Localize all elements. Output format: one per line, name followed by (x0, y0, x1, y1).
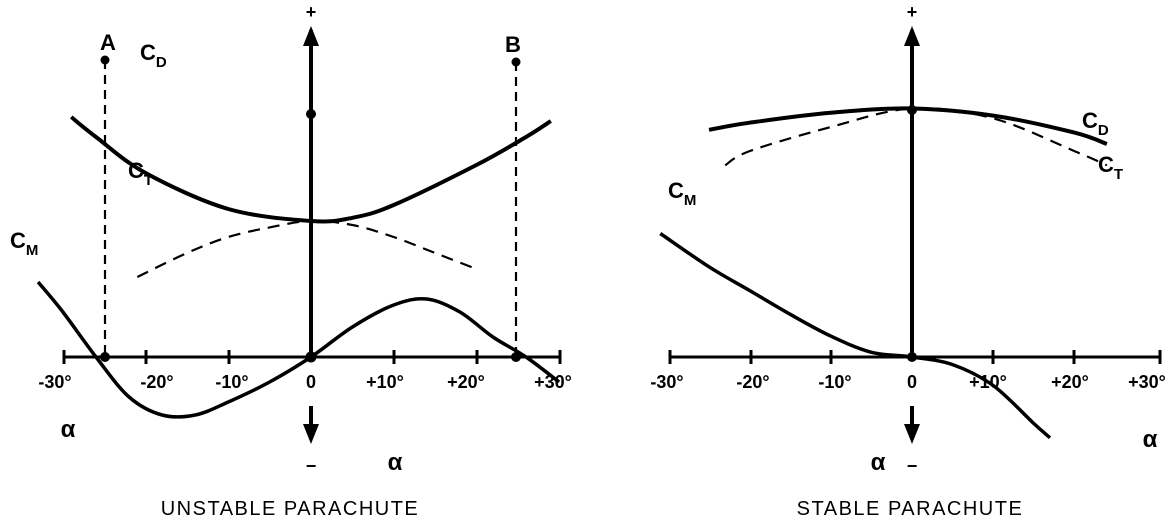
x-axis-label-bottom: α (388, 449, 403, 476)
stable-chart: + − -30° -20° -10° 0 +10° +20° +30° α α … (650, 2, 1165, 520)
origin-cm-marker (907, 352, 917, 362)
x-ticks (668, 350, 1162, 364)
origin-cm-marker (305, 351, 317, 363)
cd-curve (708, 106, 1108, 146)
cm-label: CM (668, 178, 696, 209)
y-axis-minus-label: − (907, 456, 918, 476)
ct-curve (724, 107, 1108, 167)
y-axis-minus-label: − (306, 456, 317, 476)
x-axis-label-right: α (1143, 426, 1158, 453)
origin-marker (306, 109, 316, 119)
unstable-chart: + − -30° -20° -10° 0 +10° +20° +30° α α (10, 2, 572, 520)
x-tick-label: +30° (1128, 372, 1166, 392)
x-ticks (62, 350, 562, 364)
x-tick-label: 0 (907, 372, 917, 392)
point-a-marker (100, 55, 110, 65)
x-axis-label-bottom: α (871, 449, 886, 476)
x-tick-label: -10° (215, 372, 248, 392)
x-tick-label: +30° (534, 372, 572, 392)
y-axis-down-arrowhead (303, 424, 319, 444)
y-axis-down-arrowhead (904, 424, 920, 444)
x-axis-label-left: α (61, 416, 76, 443)
cm-curve (659, 232, 1052, 440)
x-tick-label: +20° (1051, 372, 1089, 392)
cd-label: CD (140, 40, 167, 71)
x-tick-labels: -30° -20° -10° 0 +10° +20° +30° (38, 372, 571, 392)
x-tick-label: -30° (38, 372, 71, 392)
ct-label: CT (128, 158, 153, 189)
y-axis-up-arrowhead (904, 26, 920, 46)
x-tick-labels: -30° -20° -10° 0 +10° +20° +30° (650, 372, 1165, 392)
x-tick-label: -20° (140, 372, 173, 392)
point-b-label: B (505, 32, 521, 57)
point-b-cm-marker (511, 352, 521, 362)
point-a-cm-marker (100, 352, 110, 362)
y-axis-plus-label: + (907, 2, 918, 22)
cm-label: CM (10, 228, 38, 259)
x-tick-label: -30° (650, 372, 683, 392)
x-tick-label: +10° (366, 372, 404, 392)
point-b-marker (511, 57, 521, 67)
x-tick-label: -10° (818, 372, 851, 392)
x-tick-label: +20° (447, 372, 485, 392)
cd-label: CD (1082, 108, 1109, 139)
ct-curve (136, 219, 477, 278)
y-axis-plus-label: + (306, 2, 317, 22)
chart-title: UNSTABLE PARACHUTE (161, 498, 420, 520)
ct-label: CT (1098, 152, 1123, 183)
chart-title: STABLE PARACHUTE (797, 498, 1024, 520)
origin-marker (907, 105, 917, 115)
x-tick-label: -20° (736, 372, 769, 392)
x-tick-label: 0 (306, 372, 316, 392)
y-axis-up-arrowhead (303, 26, 319, 46)
point-a-label: A (100, 30, 116, 55)
cm-curve (36, 280, 561, 419)
